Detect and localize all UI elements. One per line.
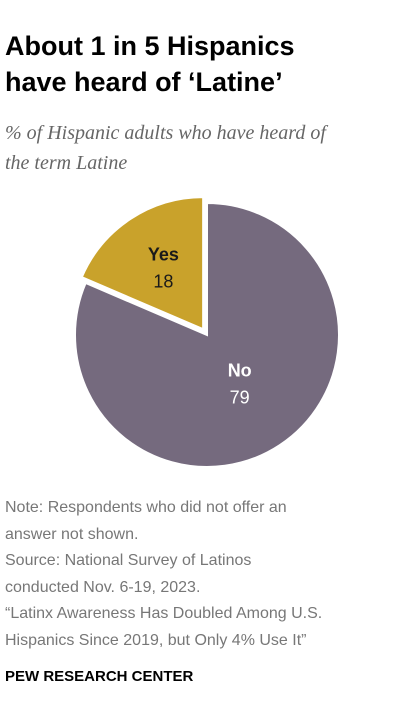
note-line: Hispanics Since 2019, but Only 4% Use It… [5,631,307,649]
note-line: Source: National Survey of Latinos [5,552,252,569]
chart: No 79 Yes 18 [74,196,340,468]
slice-label: Yes [148,245,179,265]
note-line: “Latinx Awareness Has Doubled Among U.S. [5,605,323,622]
note-line: conducted Nov. 6-19, 2023. [5,578,201,596]
data-label: 79 [230,387,250,407]
slice-label: No [228,360,252,380]
source: PEW RESEARCH CENTER [5,668,194,685]
note-line: Note: Respondents who did not offer an [5,499,287,516]
data-label: 18 [153,272,173,292]
notes: Note: Respondents who did not offer an an… [5,495,322,654]
pie-slice [74,201,340,468]
chart-subtitle: % of Hispanic adults who have heard of t… [5,122,326,174]
pie-slice [80,196,205,331]
note-line: answer not shown. [5,525,139,543]
chart-title: About 1 in 5 Hispanics have heard of ‘La… [5,31,295,97]
